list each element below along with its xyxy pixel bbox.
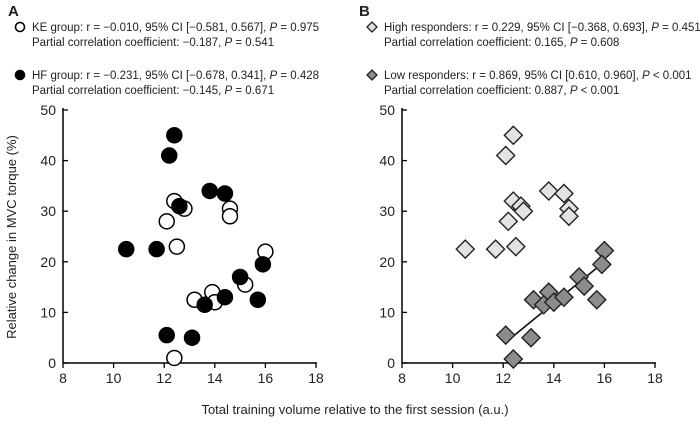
data-point [495,325,516,346]
legend-line-2: Partial correlation coefficient: 0.887, … [384,85,619,97]
x-tick-label: 16 [258,370,274,386]
x-tick-label: 10 [106,370,122,386]
data-point [118,240,135,258]
y-tick-label: 0 [387,355,395,371]
legend-marker-diamond [366,21,378,33]
y-tick-label: 40 [40,153,56,169]
data-point [521,327,542,348]
y-axis-title: Relative change in MVC torque (%) [4,135,19,339]
data-point [161,147,178,164]
data-point [231,268,249,286]
x-tick-label: 12 [156,370,172,386]
data-point [558,206,579,227]
y-tick-label: 20 [40,254,56,270]
data-point [254,256,272,273]
y-tick-label: 30 [40,203,56,219]
x-tick-label: 18 [308,370,324,386]
data-point [513,201,534,222]
legend-line-1: Low responders: r = 0.869, 95% CI [0.610… [384,70,692,82]
panel-A: A KE group: r = −0.010, 95% CI [−0.581, 0… [8,3,324,386]
data-point [166,349,183,367]
data-point [171,197,188,215]
y-tick-label: 10 [379,304,395,320]
y-tick-label: 0 [48,355,56,371]
data-point [503,348,524,369]
data-point [216,185,234,202]
data-point [249,291,267,308]
y-tick-label: 50 [379,102,395,118]
y-tick-label: 20 [379,254,395,270]
x-tick-label: 10 [445,370,461,386]
data-point [216,288,234,306]
legend-line-1: HF group: r = −0.231, 95% CI [−0.678, 0.… [32,70,319,82]
y-tick-label: 50 [40,102,56,118]
data-point [574,276,595,297]
x-tick-label: 12 [495,370,511,386]
panel-label: A [8,3,19,20]
data-point [158,213,175,230]
data-point [183,329,201,346]
data-point [485,239,506,260]
y-tick-label: 30 [379,203,395,219]
x-tick-label: 18 [647,370,663,386]
data-point [148,240,165,258]
data-point [538,180,559,201]
y-tick-label: 40 [379,153,395,169]
data-point [168,238,186,255]
legend-line-2: Partial correlation coefficient: −0.187,… [32,37,274,49]
data-point [591,254,612,275]
legend-line-2: Partial correlation coefficient: 0.165, … [384,37,619,49]
data-point [166,127,183,144]
x-tick-label: 14 [207,370,223,386]
data-point [201,182,218,200]
data-point [586,289,607,310]
data-point [498,211,519,232]
legend-line-1: High responders: r = 0.229, 95% CI [−0.3… [384,22,700,34]
x-tick-label: 14 [546,370,562,386]
data-point [553,183,574,204]
x-tick-label: 8 [398,370,406,386]
data-point [553,287,574,308]
x-tick-label: 16 [597,370,613,386]
data-point [455,239,476,260]
legend-marker-circle [14,69,26,81]
legend-marker-circle [14,21,26,33]
data-point [503,125,524,146]
data-point [221,208,239,225]
data-point [196,296,213,314]
x-tick-label: 8 [59,370,67,386]
data-point [495,145,516,166]
legend-line-1: KE group: r = −0.010, 95% CI [−0.581, 0.… [32,22,319,34]
data-point [505,236,526,257]
legend-marker-diamond [366,69,378,81]
panel-label: B [359,3,370,20]
panel-B: B High responders: r = 0.229, 95% CI [−0.… [359,3,700,386]
data-point [158,326,175,344]
y-tick-label: 10 [40,304,56,320]
x-axis-title: Total training volume relative to the fi… [201,402,508,417]
legend-line-2: Partial correlation coefficient: −0.145,… [32,85,274,97]
